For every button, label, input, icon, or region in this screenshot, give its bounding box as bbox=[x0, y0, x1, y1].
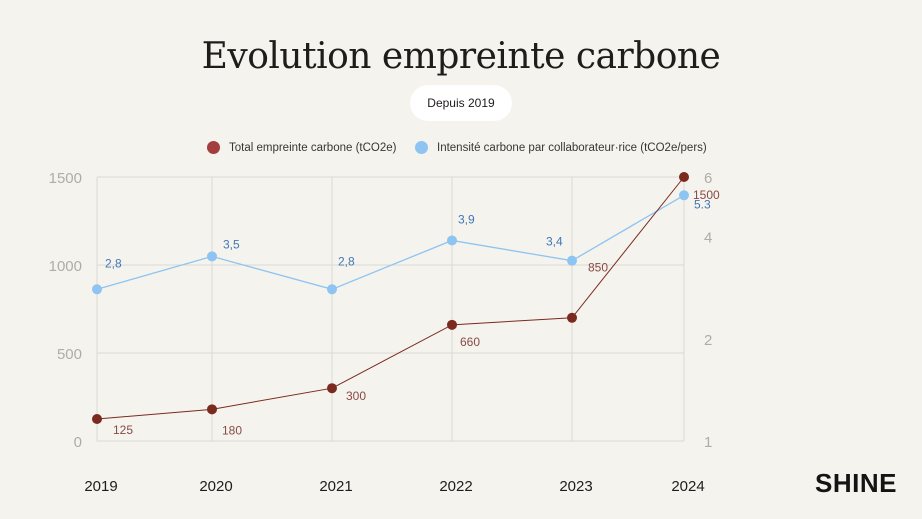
brand-logo: SHINE bbox=[815, 468, 897, 498]
total-data-label: 300 bbox=[346, 389, 366, 403]
total-point bbox=[567, 312, 577, 323]
legend-item-total: Total empreinte carbone (tCO2e) bbox=[207, 141, 396, 154]
total-point bbox=[447, 319, 457, 330]
total-point bbox=[92, 414, 102, 424]
total-point bbox=[327, 383, 337, 394]
y-left-tick-label: 0 bbox=[74, 434, 82, 451]
y-right-tick-label: 2 bbox=[704, 332, 712, 349]
y-right-tick-label: 4 bbox=[704, 230, 712, 247]
x-tick-label: 2022 bbox=[439, 478, 472, 495]
intensity-data-label: 3,4 bbox=[546, 235, 563, 249]
y-right-tick-label: 1 bbox=[704, 434, 712, 451]
total-data-label: 660 bbox=[460, 335, 480, 349]
period-filter-pill[interactable]: Depuis 2019 bbox=[410, 85, 512, 121]
intensity-point bbox=[679, 190, 689, 201]
intensity-point bbox=[567, 255, 577, 266]
x-tick-label: 2024 bbox=[671, 478, 704, 495]
x-tick-label: 2021 bbox=[319, 478, 352, 495]
x-tick-label: 2019 bbox=[84, 478, 117, 495]
legend-item-intensity: Intensité carbone par collaborateur·rice… bbox=[415, 141, 707, 154]
total-data-label: 180 bbox=[222, 423, 242, 437]
intensity-data-label: 2,8 bbox=[338, 254, 355, 268]
intensity-data-label: 2,8 bbox=[105, 256, 122, 270]
intensity-point bbox=[207, 251, 217, 262]
total-data-label: 125 bbox=[113, 423, 133, 437]
legend-dot-total bbox=[207, 141, 220, 154]
intensity-point bbox=[92, 284, 102, 295]
intensity-data-label: 3,5 bbox=[223, 237, 240, 251]
total-data-label: 850 bbox=[588, 261, 608, 275]
total-point bbox=[679, 172, 689, 182]
intensity-data-label: 5.3 bbox=[694, 197, 711, 211]
y-left-tick-label: 1000 bbox=[49, 258, 82, 275]
series-line-total bbox=[96, 176, 685, 420]
y-left-tick-label: 1500 bbox=[49, 170, 82, 187]
y-left-tick-label: 500 bbox=[57, 346, 82, 363]
legend-dot-intensity bbox=[415, 141, 428, 154]
intensity-point bbox=[447, 235, 457, 246]
legend-label-total: Total empreinte carbone (tCO2e) bbox=[229, 141, 397, 154]
x-tick-label: 2020 bbox=[199, 478, 232, 495]
intensity-point bbox=[327, 284, 337, 295]
y-right-tick-label: 6 bbox=[704, 170, 712, 187]
intensity-data-label: 3,9 bbox=[458, 212, 475, 226]
total-data-label: 1500 bbox=[693, 188, 720, 202]
x-tick-label: 2023 bbox=[559, 478, 592, 495]
total-point bbox=[207, 404, 217, 415]
series-line-intensity bbox=[96, 194, 685, 290]
chart-title: Evolution empreinte carbone bbox=[201, 36, 721, 77]
legend-label-intensity: Intensité carbone par collaborateur·rice… bbox=[437, 141, 707, 154]
